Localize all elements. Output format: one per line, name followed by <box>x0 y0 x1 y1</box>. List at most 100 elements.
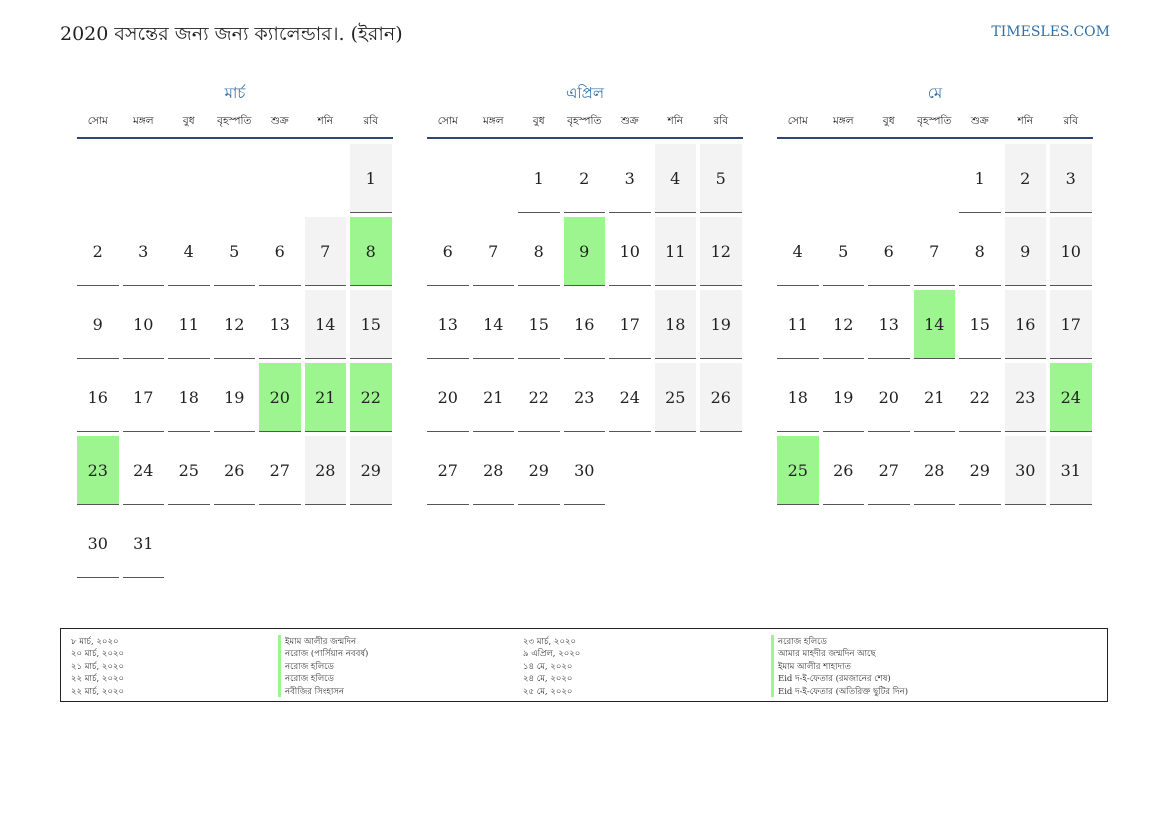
day-cell[interactable]: 17 <box>122 363 164 432</box>
day-cell[interactable]: 26 <box>700 363 742 432</box>
day-cell[interactable]: 16 <box>77 363 119 432</box>
day-cell[interactable]: 12 <box>822 290 864 359</box>
day-cell[interactable]: 11 <box>777 290 819 359</box>
day-cell[interactable]: 5 <box>213 217 255 286</box>
day-cell[interactable]: 24 <box>609 363 651 432</box>
day-cell[interactable]: 7 <box>472 217 514 286</box>
day-cell[interactable]: 14 <box>913 290 955 359</box>
day-cell[interactable]: 30 <box>77 509 119 578</box>
day-cell[interactable]: 27 <box>427 436 469 505</box>
day-cell[interactable]: 9 <box>77 290 119 359</box>
day-cell[interactable]: 25 <box>168 436 210 505</box>
day-cell[interactable]: 1 <box>518 144 560 213</box>
day-cell[interactable]: 30 <box>1004 436 1046 505</box>
day-cell[interactable]: 3 <box>609 144 651 213</box>
day-cell[interactable]: 27 <box>259 436 301 505</box>
day-cell[interactable]: 12 <box>213 290 255 359</box>
empty-cell <box>305 144 347 213</box>
day-cell[interactable]: 25 <box>777 436 819 505</box>
day-cell[interactable]: 25 <box>654 363 696 432</box>
day-grid: 1 2 3 4 5 6 7 8 9 10 11 12 13 14 15 16 17 18 19 20 21 22 23 24 2… <box>427 144 743 505</box>
day-cell[interactable]: 10 <box>609 217 651 286</box>
day-cell[interactable]: 26 <box>213 436 255 505</box>
day-cell[interactable]: 6 <box>427 217 469 286</box>
empty-cell <box>914 144 956 213</box>
day-cell[interactable]: 31 <box>1050 436 1092 505</box>
day-cell[interactable]: 21 <box>304 363 346 432</box>
day-cell[interactable]: 7 <box>304 217 346 286</box>
day-cell[interactable]: 1 <box>959 144 1001 213</box>
day-cell[interactable]: 11 <box>168 290 210 359</box>
day-cell[interactable]: 23 <box>77 436 119 505</box>
day-cell[interactable]: 20 <box>427 363 469 432</box>
day-cell[interactable]: 12 <box>700 217 742 286</box>
day-cell[interactable]: 19 <box>700 290 742 359</box>
day-cell[interactable]: 20 <box>868 363 910 432</box>
day-cell[interactable]: 26 <box>822 436 864 505</box>
day-cell[interactable]: 6 <box>868 217 910 286</box>
day-cell[interactable]: 24 <box>1050 363 1092 432</box>
day-cell[interactable]: 28 <box>304 436 346 505</box>
day-cell[interactable]: 18 <box>654 290 696 359</box>
day-cell[interactable]: 2 <box>77 217 119 286</box>
day-cell[interactable]: 13 <box>868 290 910 359</box>
day-cell[interactable]: 2 <box>563 144 605 213</box>
day-cell[interactable]: 11 <box>654 217 696 286</box>
day-cell[interactable]: 22 <box>518 363 560 432</box>
day-cell[interactable]: 31 <box>122 509 164 578</box>
day-cell[interactable]: 13 <box>259 290 301 359</box>
day-cell[interactable]: 9 <box>1004 217 1046 286</box>
day-cell[interactable]: 18 <box>168 363 210 432</box>
day-cell[interactable]: 1 <box>350 144 392 213</box>
day-cell[interactable]: 15 <box>518 290 560 359</box>
day-cell[interactable]: 2 <box>1004 144 1046 213</box>
day-cell[interactable]: 29 <box>350 436 392 505</box>
day-cell[interactable]: 4 <box>168 217 210 286</box>
day-cell[interactable]: 10 <box>1050 217 1092 286</box>
day-cell[interactable]: 23 <box>1004 363 1046 432</box>
day-cell[interactable]: 13 <box>427 290 469 359</box>
legend-date: ৯ এপ্রিল, ২০২০ <box>523 649 581 660</box>
day-cell[interactable]: 21 <box>472 363 514 432</box>
day-cell[interactable]: 30 <box>563 436 605 505</box>
day-cell[interactable]: 10 <box>122 290 164 359</box>
site-link[interactable]: TIMESLES.COM <box>991 24 1110 40</box>
day-cell[interactable]: 20 <box>259 363 301 432</box>
day-cell[interactable]: 17 <box>609 290 651 359</box>
day-cell[interactable]: 8 <box>350 217 392 286</box>
day-cell[interactable]: 5 <box>700 144 742 213</box>
legend-date: ২৫ মে, ২০২০ <box>523 686 573 697</box>
day-cell[interactable]: 15 <box>959 290 1001 359</box>
empty-cell <box>123 144 165 213</box>
day-cell[interactable]: 8 <box>518 217 560 286</box>
day-cell[interactable]: 4 <box>654 144 696 213</box>
day-cell[interactable]: 5 <box>822 217 864 286</box>
day-cell[interactable]: 22 <box>350 363 392 432</box>
day-cell[interactable]: 3 <box>122 217 164 286</box>
day-cell[interactable]: 27 <box>868 436 910 505</box>
day-cell[interactable]: 16 <box>563 290 605 359</box>
day-cell[interactable]: 16 <box>1004 290 1046 359</box>
day-cell[interactable]: 28 <box>913 436 955 505</box>
day-cell[interactable]: 19 <box>822 363 864 432</box>
day-cell[interactable]: 19 <box>213 363 255 432</box>
day-cell[interactable]: 29 <box>959 436 1001 505</box>
day-cell[interactable]: 22 <box>959 363 1001 432</box>
day-cell[interactable]: 14 <box>304 290 346 359</box>
day-cell[interactable]: 7 <box>913 217 955 286</box>
day-cell[interactable]: 24 <box>122 436 164 505</box>
day-cell[interactable]: 14 <box>472 290 514 359</box>
day-cell[interactable]: 28 <box>472 436 514 505</box>
day-cell[interactable]: 3 <box>1050 144 1092 213</box>
day-cell[interactable]: 9 <box>563 217 605 286</box>
day-cell[interactable]: 17 <box>1050 290 1092 359</box>
day-cell[interactable]: 8 <box>959 217 1001 286</box>
day-cell[interactable]: 4 <box>777 217 819 286</box>
day-cell[interactable]: 23 <box>563 363 605 432</box>
day-cell[interactable]: 15 <box>350 290 392 359</box>
day-cell[interactable]: 29 <box>518 436 560 505</box>
day-cell[interactable]: 6 <box>259 217 301 286</box>
day-cell[interactable]: 18 <box>777 363 819 432</box>
weekday-label: শনি <box>1017 115 1033 127</box>
day-cell[interactable]: 21 <box>913 363 955 432</box>
